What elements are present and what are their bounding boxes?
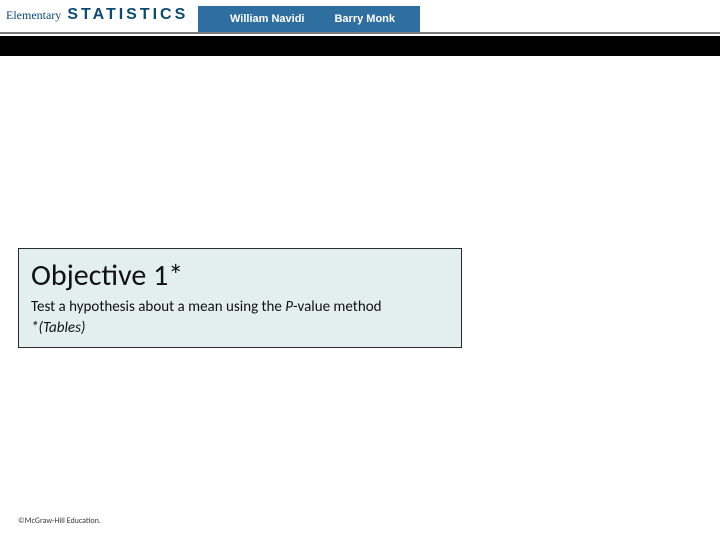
objective-body: Test a hypothesis about a mean using the… <box>31 298 449 317</box>
objective-body-pvalue: P <box>285 298 293 316</box>
brand-statistics: STATISTICS <box>67 6 188 24</box>
header-band: Elementary STATISTICS William Navidi Bar… <box>0 0 720 34</box>
slide: Elementary STATISTICS William Navidi Bar… <box>0 0 720 540</box>
author-2: Barry Monk <box>334 13 395 25</box>
objective-box: Objective 1* Test a hypothesis about a m… <box>18 248 462 348</box>
footer-copyright: ©McGraw-Hill Education. <box>18 516 101 526</box>
objective-note: *(Tables) <box>31 319 449 337</box>
brand-block: Elementary STATISTICS <box>0 6 198 32</box>
objective-body-pre: Test a hypothesis about a mean using the <box>31 298 285 316</box>
objective-title: Objective 1* <box>31 257 449 294</box>
objective-body-post: -value method <box>293 298 381 316</box>
author-1: William Navidi <box>230 13 304 25</box>
authors: William Navidi Barry Monk <box>230 6 395 32</box>
black-strip <box>0 36 720 56</box>
brand-elementary: Elementary <box>6 8 61 23</box>
